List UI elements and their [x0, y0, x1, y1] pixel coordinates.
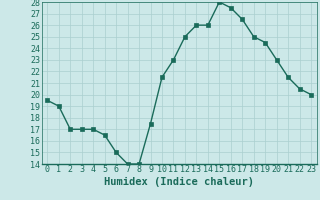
- X-axis label: Humidex (Indice chaleur): Humidex (Indice chaleur): [104, 177, 254, 187]
